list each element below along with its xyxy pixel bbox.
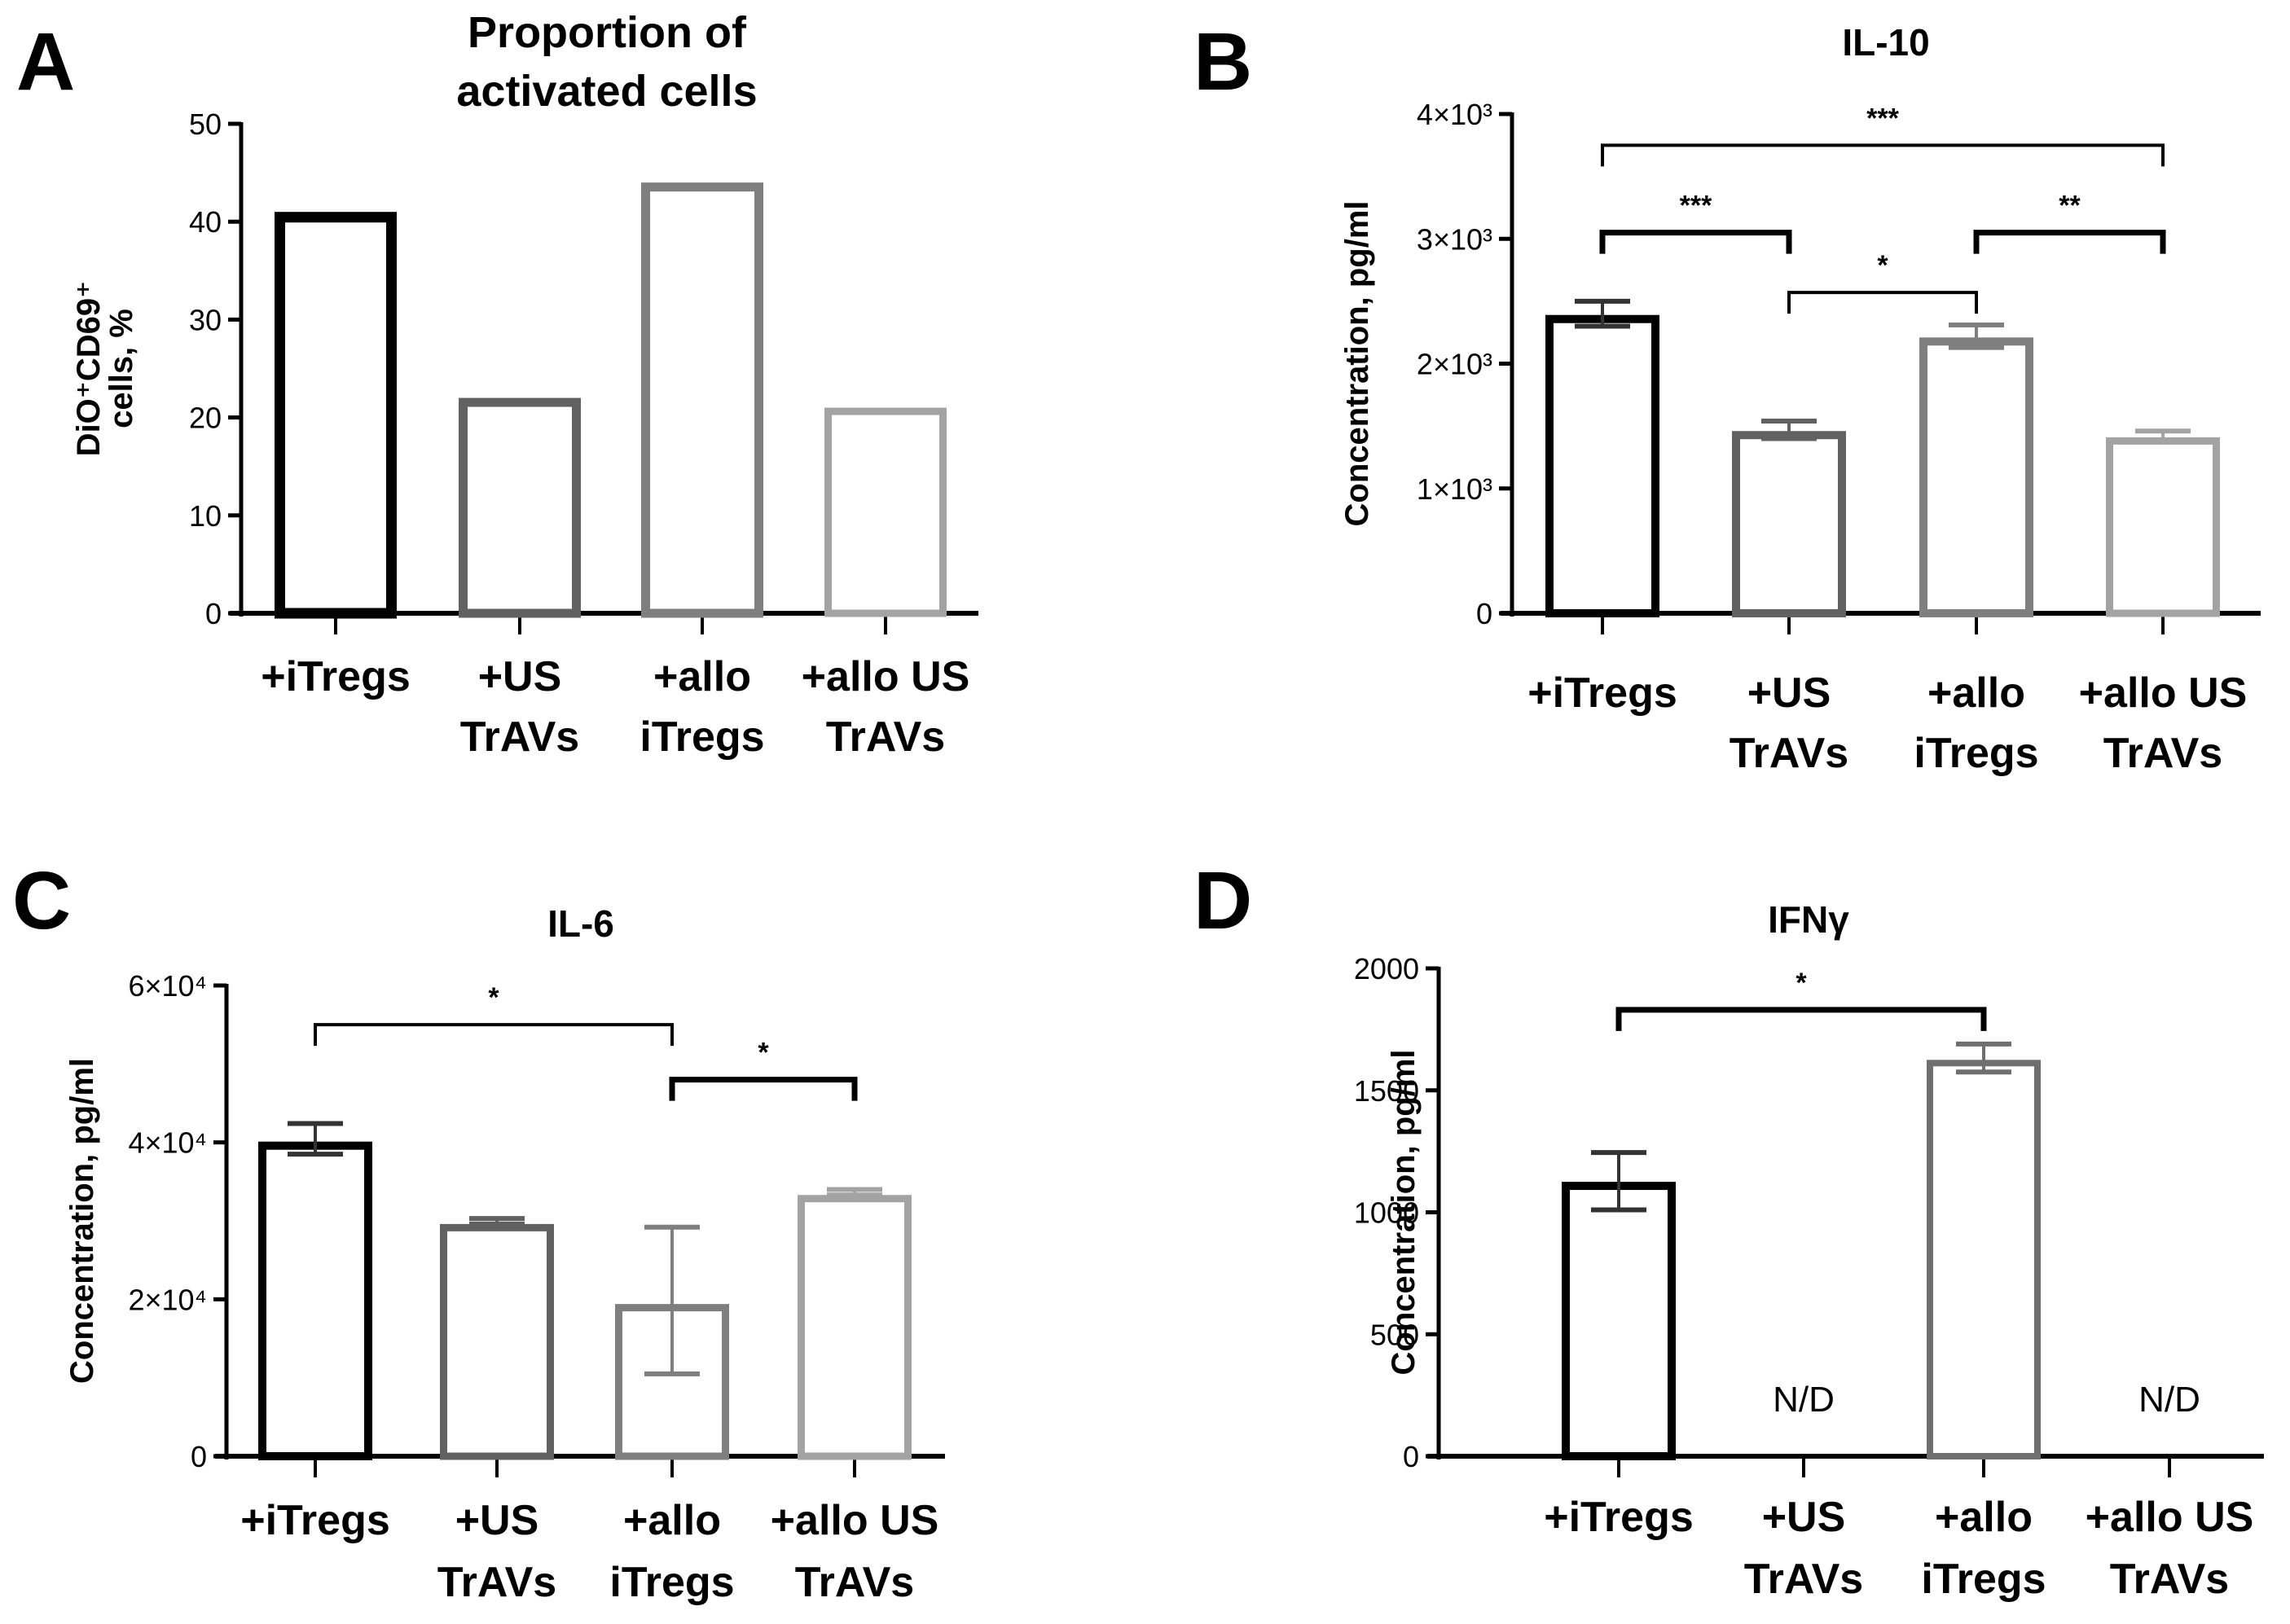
chart-title: activated cells	[456, 67, 757, 116]
bar	[1732, 431, 1846, 617]
bar	[275, 212, 397, 619]
significance-label: ***	[1680, 191, 1712, 222]
y-tick-label: 1500	[1354, 1074, 1419, 1108]
x-tick-label: TrAVs	[826, 713, 945, 761]
bar	[1545, 314, 1659, 617]
x-tick-label: +allo US	[2079, 669, 2248, 717]
y-tick-label: 10	[189, 499, 222, 533]
significance-bracket	[1973, 230, 2166, 254]
panel-letter: D	[1193, 855, 1252, 946]
significance-bracket	[314, 1023, 674, 1047]
y-tick-label: 4×10³	[1417, 98, 1492, 131]
y-tick-label: 2000	[1354, 952, 1419, 985]
x-tick-label: +allo	[623, 1497, 721, 1544]
y-tick-label: 0	[191, 1440, 207, 1473]
significance-label: *	[1796, 968, 1807, 999]
x-tick-label: +US	[1762, 1494, 1846, 1541]
significance-label: *	[488, 982, 499, 1013]
y-tick-label: 1000	[1354, 1196, 1419, 1230]
x-tick-label: iTregs	[609, 1559, 734, 1606]
y-tick-label: 2×10³	[1417, 348, 1492, 381]
y-tick-label: 3×10³	[1417, 222, 1492, 256]
bar	[1562, 1182, 1676, 1460]
chart-title: IFNγ	[1768, 898, 1849, 941]
x-tick-label: +iTregs	[261, 653, 411, 700]
bar	[2106, 437, 2220, 617]
bar	[258, 1141, 372, 1461]
bar	[1919, 337, 2033, 617]
x-tick-label: TrAVs	[1730, 730, 1848, 777]
x-tick-label: +allo	[653, 653, 751, 700]
not-detected-label: N/D	[2138, 1380, 2200, 1420]
significance-bracket	[1599, 230, 1792, 254]
panel-a: A Proportion of activated cells DiO⁺CD69⁺ce…	[16, 8, 978, 761]
y-axis-label: Concentration, pg/ml	[1339, 201, 1375, 527]
panel-letter: B	[1193, 16, 1252, 108]
panel-d: D IFNγ Concentration, pg/ml 0 500 1000 1500 200…	[1193, 855, 2264, 1603]
bar	[798, 1195, 912, 1460]
significance-bracket	[1615, 1007, 1987, 1031]
x-tick-label: +allo US	[2086, 1494, 2254, 1541]
bar	[440, 1223, 554, 1460]
bar	[1927, 1060, 2041, 1459]
y-tick-label: 40	[189, 205, 222, 239]
x-tick-label: +US	[478, 653, 562, 700]
chart-title: IL-6	[547, 902, 614, 945]
y-tick-label: 6×10⁴	[128, 969, 207, 1003]
x-tick-label: +US	[1747, 669, 1831, 717]
x-tick-label: +allo US	[802, 653, 970, 700]
x-tick-label: +allo	[1927, 669, 2025, 717]
x-tick-label: +US	[455, 1497, 539, 1544]
panel-letter: C	[12, 855, 71, 946]
x-tick-label: +iTregs	[240, 1497, 390, 1544]
significance-bracket	[669, 1077, 858, 1101]
y-tick-label: 30	[189, 303, 222, 336]
not-detected-label: N/D	[1773, 1380, 1835, 1420]
y-tick-label: 50	[189, 108, 222, 141]
significance-label: **	[2059, 191, 2081, 222]
chart-title: Proportion of	[468, 8, 747, 57]
significance-label: *	[1877, 250, 1888, 281]
x-tick-label: +allo US	[771, 1497, 939, 1544]
significance-bracket	[1601, 143, 2165, 167]
significance-bracket	[1787, 291, 1978, 314]
x-tick-label: TrAVs	[795, 1559, 914, 1606]
x-tick-label: iTregs	[640, 713, 764, 761]
x-tick-label: iTregs	[1914, 730, 2038, 777]
y-axis-label: cells, %	[103, 309, 139, 428]
y-tick-label: 0	[1476, 597, 1492, 630]
x-tick-label: TrAVs	[2110, 1556, 2229, 1603]
panel-c: C IL-6 Concentration, pg/ml 0 2×10⁴ 4×10⁴ 6×10…	[12, 855, 945, 1606]
y-axis-label: Concentration, pg/ml	[64, 1058, 100, 1384]
y-tick-label: 2×10⁴	[128, 1283, 207, 1316]
x-tick-label: iTregs	[1921, 1556, 2046, 1603]
panel-b: B IL-10 Concentration, pg/ml 0 1×10³ 2×10³ 3×1…	[1193, 16, 2261, 777]
y-tick-label: 4×10⁴	[128, 1126, 207, 1160]
significance-label: *	[758, 1038, 769, 1069]
x-tick-label: TrAVs	[460, 713, 579, 761]
chart-title: IL-10	[1842, 21, 1929, 64]
bar	[641, 182, 763, 618]
y-tick-label: 1×10³	[1417, 472, 1492, 506]
panel-letter: A	[16, 16, 75, 108]
y-axis-label: Concentration, pg/ml	[1386, 1050, 1422, 1376]
x-tick-label: +allo	[1935, 1494, 2033, 1541]
x-tick-label: +iTregs	[1527, 669, 1677, 717]
y-tick-label: 500	[1370, 1318, 1419, 1351]
x-tick-label: TrAVs	[1744, 1556, 1863, 1603]
bar	[459, 397, 581, 618]
x-tick-label: TrAVs	[437, 1559, 556, 1606]
bar	[824, 407, 947, 617]
y-axis-label: DiO⁺CD69⁺	[71, 281, 107, 457]
y-tick-label: 0	[205, 597, 222, 630]
y-tick-label: 0	[1403, 1440, 1419, 1473]
significance-label: ***	[1866, 103, 1899, 134]
y-tick-label: 20	[189, 402, 222, 435]
x-tick-label: TrAVs	[2103, 730, 2222, 777]
x-tick-label: +iTregs	[1544, 1494, 1694, 1541]
